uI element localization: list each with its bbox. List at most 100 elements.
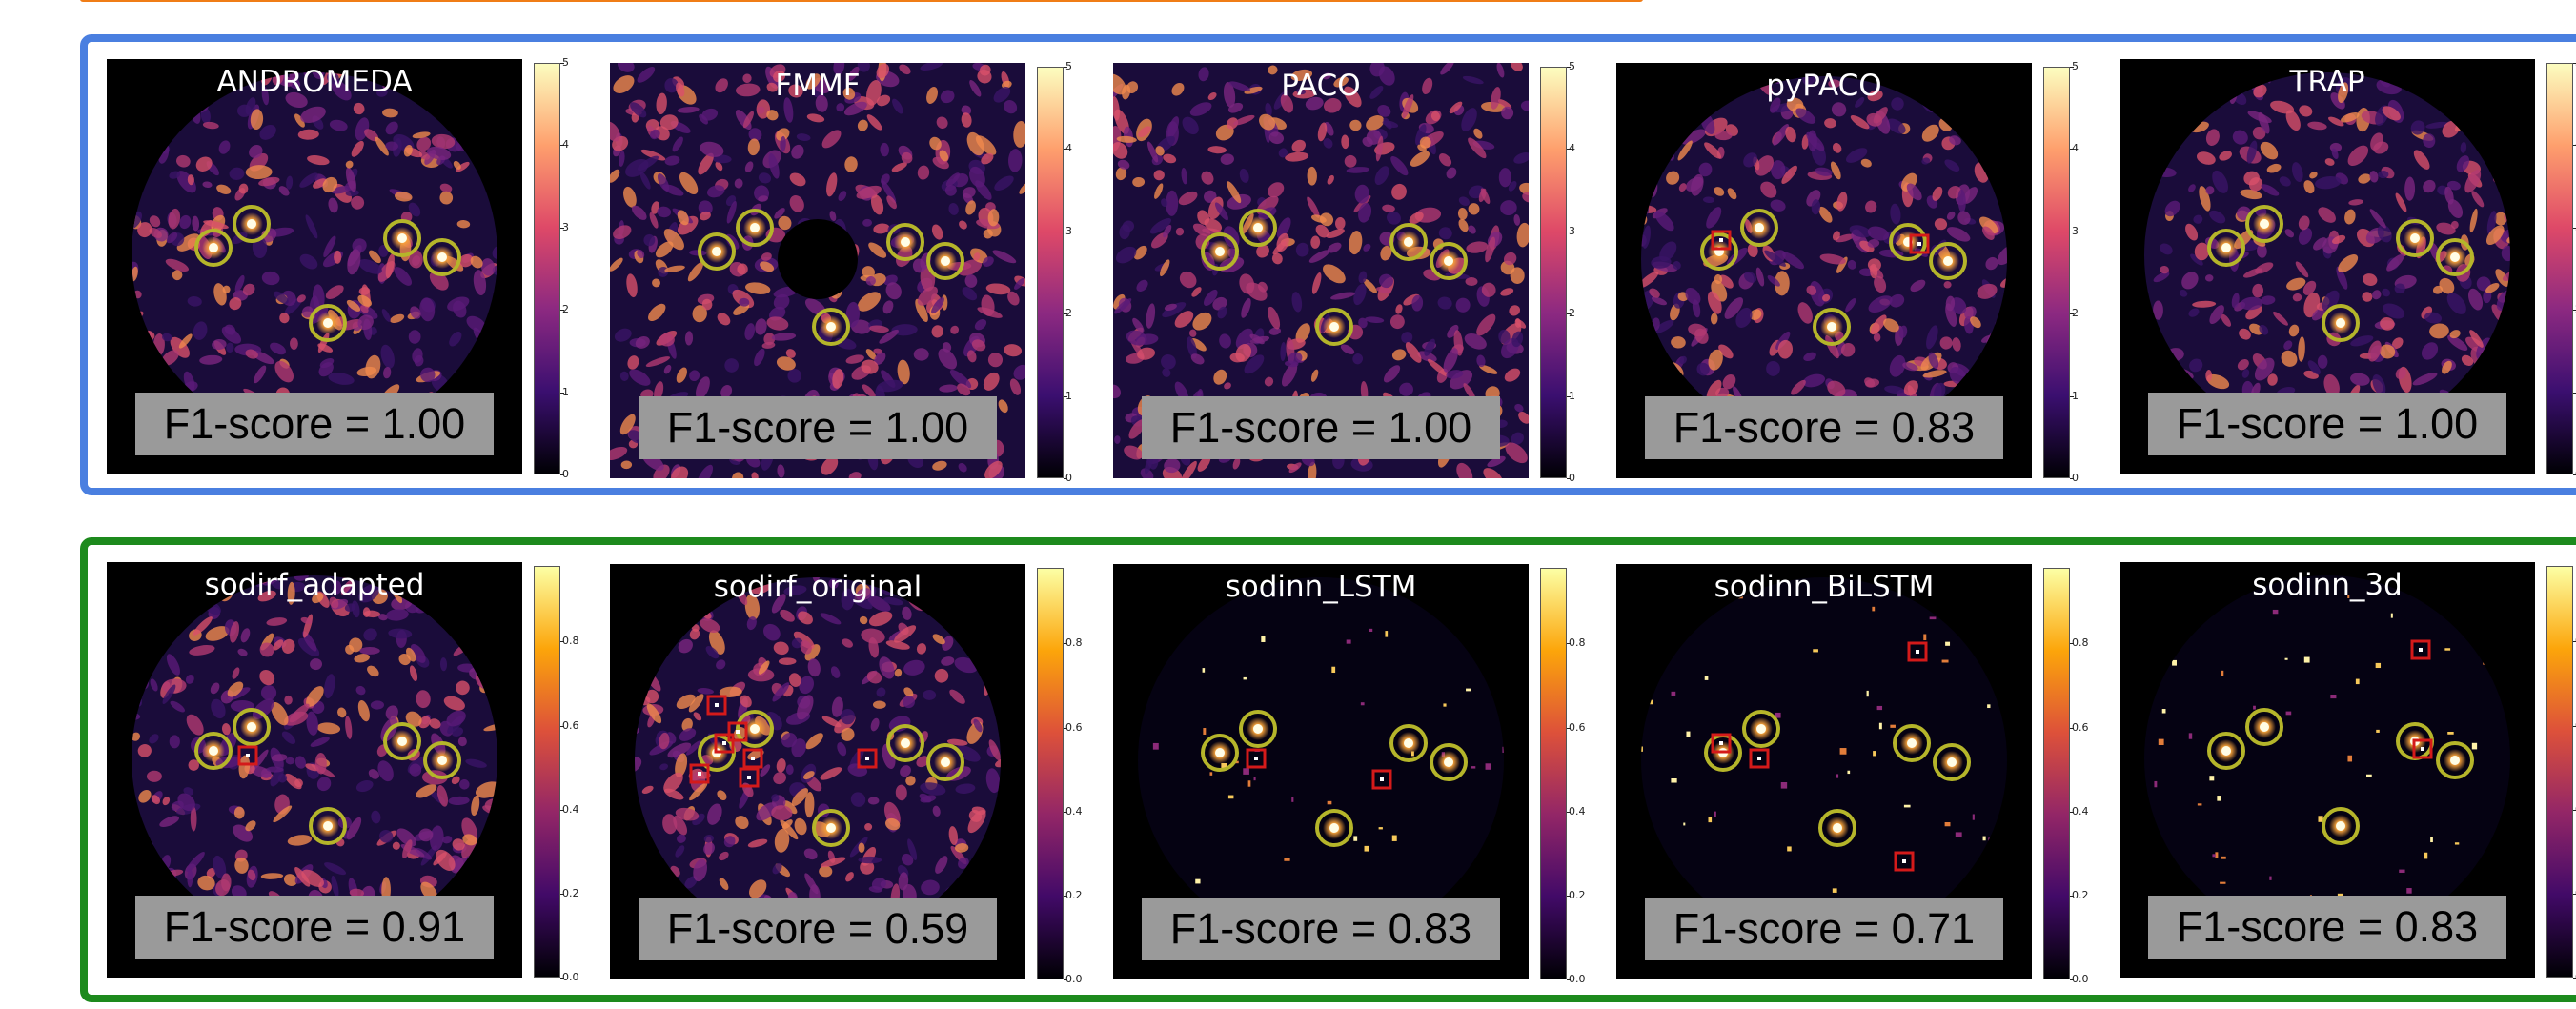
colorbar-tick-mark — [2070, 313, 2074, 315]
colorbar-tick-label: 3 — [1569, 224, 1575, 237]
colorbar — [2043, 568, 2070, 979]
colorbar — [1540, 568, 1567, 979]
colorbar-tick-mark — [1567, 727, 1571, 729]
colorbar-tick-mark — [2573, 63, 2576, 64]
colorbar-tick-label: 2 — [562, 303, 569, 316]
panel-title: sodirf_original — [713, 570, 923, 604]
colorbar-tick-label: 4 — [1569, 142, 1575, 155]
colorbar-tick-label: 5 — [1569, 60, 1575, 72]
colorbar-tick-label: 0.6 — [2072, 720, 2089, 734]
panel-title: FMMF — [775, 69, 861, 103]
colorbar-tick-mark — [560, 63, 564, 64]
colorbar-tick-label: 0.4 — [562, 802, 579, 816]
colorbar-tick-mark — [560, 145, 564, 147]
colorbar-tick-mark — [2573, 145, 2576, 147]
colorbar-tick-mark — [2070, 149, 2074, 151]
colorbar-tick-label: 0 — [2072, 472, 2079, 484]
detection-map-graphic — [2144, 575, 2510, 941]
colorbar-tick-mark — [1567, 313, 1571, 315]
colorbar-tick-label: 0.4 — [1065, 804, 1083, 817]
colorbar-tick-label: 3 — [562, 220, 569, 233]
colorbar-tick-mark — [2573, 310, 2576, 312]
colorbar-tick-mark — [1064, 895, 1067, 897]
f1-score-label: F1-score = 1.00 — [135, 393, 494, 455]
colorbar-tick-mark — [2070, 478, 2074, 479]
colorbar-tick-label: 0.0 — [2072, 973, 2089, 985]
f1-score-label: F1-score = 0.83 — [1645, 396, 2003, 459]
colorbar-tick-label: 0 — [562, 468, 569, 480]
colorbar-tick-mark — [2070, 643, 2074, 645]
f1-score-label: F1-score = 1.00 — [639, 396, 997, 459]
colorbar-tick-label: 0 — [1569, 472, 1575, 484]
panel-title: ANDROMEDA — [216, 65, 413, 99]
colorbar-tick-label: 2 — [1065, 307, 1072, 320]
panel-title: TRAP — [2289, 65, 2365, 99]
colorbar-tick-mark — [1567, 395, 1571, 397]
colorbar-tick-label: 5 — [562, 56, 569, 69]
panel-title: sodinn_3d — [2252, 568, 2403, 602]
colorbar-tick-mark — [2573, 641, 2576, 643]
colorbar-tick-mark — [560, 725, 564, 727]
colorbar-tick-label: 1 — [562, 385, 569, 398]
colorbar-tick-mark — [560, 641, 564, 643]
colorbar-tick-mark — [1567, 811, 1571, 813]
colorbar-tick-mark — [1064, 643, 1067, 645]
colorbar-tick-mark — [1064, 313, 1067, 315]
colorbar-tick-mark — [2070, 895, 2074, 897]
colorbar — [1540, 67, 1567, 478]
colorbar-tick-mark — [560, 474, 564, 475]
panel-title: pyPACO — [1766, 69, 1882, 103]
colorbar-tick-label: 0.2 — [1569, 888, 1586, 901]
colorbar-tick-mark — [1567, 67, 1571, 68]
colorbar-tick-mark — [1567, 149, 1571, 151]
colorbar-tick-mark — [2573, 392, 2576, 394]
f1-score-label: F1-score = 0.59 — [639, 898, 997, 960]
f1-score-label: F1-score = 1.00 — [1142, 396, 1500, 459]
colorbar-tick-label: 0 — [1065, 472, 1072, 484]
colorbar-tick-mark — [1064, 67, 1067, 68]
colorbar-tick-label: 3 — [2072, 224, 2079, 237]
colorbar — [2546, 63, 2573, 474]
colorbar-tick-label: 4 — [562, 138, 569, 151]
colorbar-tick-label: 0.8 — [1569, 636, 1586, 650]
colorbar-tick-label: 0.8 — [1065, 636, 1083, 650]
colorbar-tick-mark — [1567, 478, 1571, 479]
colorbar-tick-label: 0.2 — [1065, 888, 1083, 901]
colorbar-tick-mark — [2070, 979, 2074, 980]
colorbar-tick-mark — [2573, 978, 2576, 979]
deep-learning-methods-group — [80, 537, 2576, 1002]
colorbar-tick-mark — [2573, 809, 2576, 811]
colorbar-tick-label: 3 — [1065, 224, 1072, 237]
f1-score-label: F1-score = 0.91 — [135, 896, 494, 959]
f1-score-label: F1-score = 0.83 — [2148, 896, 2506, 959]
detection-map-graphic — [2144, 72, 2510, 438]
colorbar-tick-mark — [560, 392, 564, 394]
colorbar-tick-mark — [2070, 811, 2074, 813]
colorbar-tick-mark — [1567, 643, 1571, 645]
colorbar-tick-mark — [1064, 727, 1067, 729]
colorbar-tick-mark — [2573, 227, 2576, 229]
colorbar-tick-label: 4 — [2072, 142, 2079, 155]
colorbar-tick-label: 1 — [2072, 389, 2079, 402]
colorbar-tick-label: 0.0 — [1569, 973, 1586, 985]
colorbar-tick-label: 5 — [1065, 60, 1072, 72]
colorbar-tick-mark — [560, 893, 564, 895]
colorbar-tick-label: 0.6 — [1065, 720, 1083, 734]
panel-title: sodinn_LSTM — [1225, 570, 1417, 604]
colorbar-tick-mark — [560, 310, 564, 312]
panel-title: sodinn_BiLSTM — [1714, 570, 1935, 604]
colorbar-tick-label: 0.6 — [562, 718, 579, 732]
colorbar-tick-mark — [560, 978, 564, 979]
colorbar-tick-mark — [560, 227, 564, 229]
colorbar — [2546, 566, 2573, 978]
colorbar-tick-label: 0.0 — [562, 971, 579, 983]
colorbar-tick-label: 1 — [1569, 389, 1575, 402]
colorbar-tick-mark — [1064, 395, 1067, 397]
colorbar-tick-label: 0.2 — [2072, 888, 2089, 901]
colorbar — [2043, 67, 2070, 478]
colorbar-tick-label: 5 — [2072, 60, 2079, 72]
colorbar-tick-mark — [1064, 478, 1067, 479]
colorbar-tick-label: 4 — [1065, 142, 1072, 155]
colorbar-tick-label: 0.8 — [2072, 636, 2089, 650]
